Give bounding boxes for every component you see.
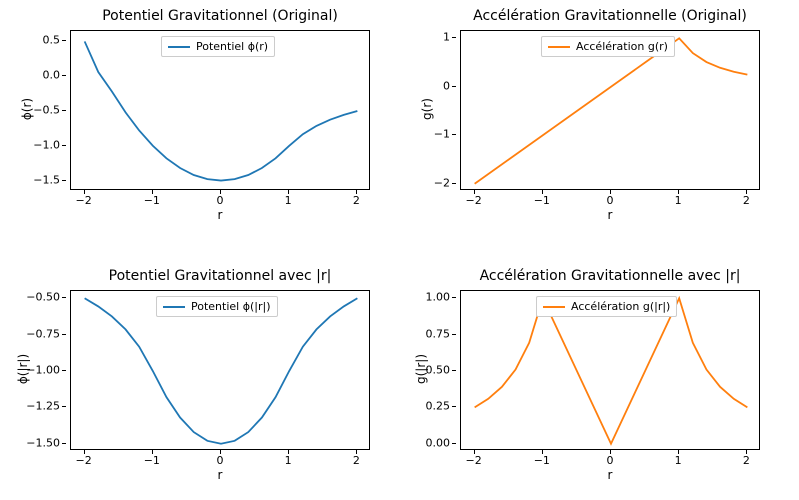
panel-title: Accélération Gravitationnelle (Original) <box>460 8 760 24</box>
y-tick-label: 0.50 <box>426 364 451 377</box>
x-axis-label: r <box>70 468 370 482</box>
y-tick-label: 0.25 <box>426 400 451 413</box>
x-tick-label: −1 <box>534 454 550 467</box>
x-tick-label: 0 <box>217 454 224 467</box>
x-tick-label: 0 <box>607 194 614 207</box>
x-tick-label: −2 <box>466 194 482 207</box>
legend-label: Potentiel ϕ(r) <box>196 40 268 53</box>
x-tick-label: −1 <box>144 454 160 467</box>
tick-mark <box>62 110 66 111</box>
tick-mark <box>62 40 66 41</box>
x-axis-label: r <box>70 208 370 222</box>
x-tick-label: −1 <box>534 194 550 207</box>
tick-mark <box>452 406 456 407</box>
x-tick-label: −2 <box>76 194 92 207</box>
tick-mark <box>452 134 456 135</box>
tick-mark <box>62 180 66 181</box>
y-tick-label: 0.00 <box>426 436 451 449</box>
tick-mark <box>62 406 66 407</box>
y-tick-label: 0.0 <box>43 69 61 82</box>
y-tick-label: −1.5 <box>33 173 60 186</box>
tick-mark <box>62 75 66 76</box>
legend: Accélération g(|r|) <box>536 296 677 317</box>
legend: Potentiel ϕ(|r|) <box>156 296 278 317</box>
tick-mark <box>62 334 66 335</box>
x-tick-label: 1 <box>285 194 292 207</box>
x-tick-label: 1 <box>675 194 682 207</box>
tick-mark <box>62 145 66 146</box>
y-tick-label: −1 <box>434 128 450 141</box>
legend-swatch <box>543 306 565 308</box>
legend-swatch <box>163 306 185 308</box>
y-tick-label: −1.50 <box>26 436 60 449</box>
y-tick-label: 0 <box>443 79 450 92</box>
legend: Potentiel ϕ(r) <box>161 36 275 57</box>
x-tick-label: 2 <box>743 194 750 207</box>
panel-title: Accélération Gravitationnelle avec |r| <box>460 268 760 284</box>
tick-mark <box>452 443 456 444</box>
tick-mark <box>62 443 66 444</box>
legend-swatch <box>168 46 190 48</box>
x-axis-label: r <box>460 468 760 482</box>
panel-acceleration-original: Accélération Gravitationnelle (Original)… <box>460 30 760 190</box>
y-tick-label: 1.00 <box>426 291 451 304</box>
plot-area: Accélération g(r) <box>460 30 760 190</box>
y-axis-label: g(r) <box>420 98 434 120</box>
plot-area: Accélération g(|r|) <box>460 290 760 450</box>
legend-label: Potentiel ϕ(|r|) <box>191 300 271 313</box>
y-tick-label: −1.0 <box>33 138 60 151</box>
tick-mark <box>62 370 66 371</box>
tick-mark <box>452 297 456 298</box>
y-tick-label: −0.50 <box>26 291 60 304</box>
legend: Accélération g(r) <box>541 36 675 57</box>
x-tick-label: −2 <box>466 454 482 467</box>
tick-mark <box>452 334 456 335</box>
panel-potential-original: Potentiel Gravitationnel (Original) ϕ(r)… <box>70 30 370 190</box>
figure: Potentiel Gravitationnel (Original) ϕ(r)… <box>0 0 799 500</box>
x-axis-label: r <box>460 208 760 222</box>
y-tick-label: −0.5 <box>33 104 60 117</box>
y-tick-label: 0.75 <box>426 327 451 340</box>
panel-potential-abs: Potentiel Gravitationnel avec |r| ϕ(|r|)… <box>70 290 370 450</box>
plot-area: Potentiel ϕ(|r|) <box>70 290 370 450</box>
legend-label: Accélération g(r) <box>576 40 668 53</box>
y-axis-label: ϕ(r) <box>20 98 34 120</box>
y-tick-label: 0.5 <box>43 34 61 47</box>
y-tick-label: −1.25 <box>26 400 60 413</box>
tick-mark <box>452 86 456 87</box>
tick-mark <box>452 370 456 371</box>
legend-label: Accélération g(|r|) <box>571 300 670 313</box>
x-tick-label: 2 <box>353 454 360 467</box>
panel-title: Potentiel Gravitationnel (Original) <box>70 8 370 24</box>
x-tick-label: 1 <box>675 454 682 467</box>
x-tick-label: 2 <box>353 194 360 207</box>
panel-acceleration-abs: Accélération Gravitationnelle avec |r| g… <box>460 290 760 450</box>
x-tick-label: 1 <box>285 454 292 467</box>
x-tick-label: 0 <box>607 454 614 467</box>
x-tick-label: −1 <box>144 194 160 207</box>
y-tick-label: −2 <box>434 176 450 189</box>
tick-mark <box>452 183 456 184</box>
x-tick-label: 2 <box>743 454 750 467</box>
legend-swatch <box>548 46 570 48</box>
y-tick-label: 1 <box>443 31 450 44</box>
tick-mark <box>62 297 66 298</box>
y-tick-label: −1.00 <box>26 364 60 377</box>
y-tick-label: −0.75 <box>26 327 60 340</box>
panel-title: Potentiel Gravitationnel avec |r| <box>70 268 370 284</box>
plot-area: Potentiel ϕ(r) <box>70 30 370 190</box>
tick-mark <box>452 37 456 38</box>
x-tick-label: 0 <box>217 194 224 207</box>
x-tick-label: −2 <box>76 454 92 467</box>
